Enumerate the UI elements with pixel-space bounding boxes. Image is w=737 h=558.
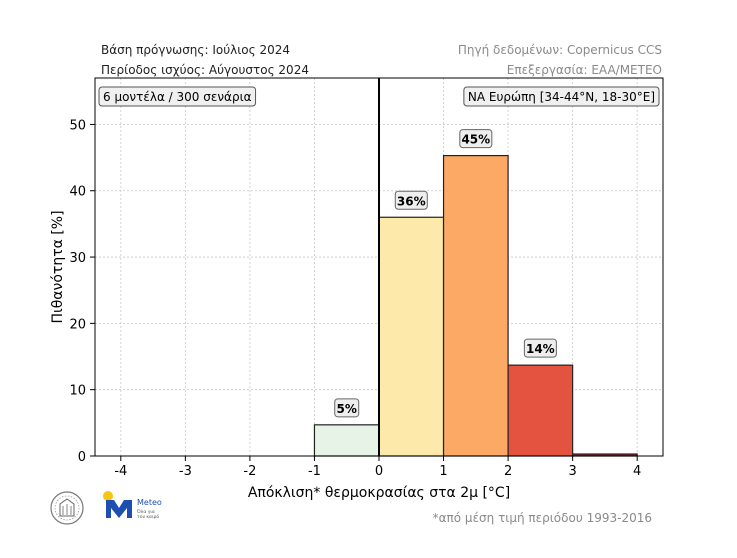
logos: Meteo Όλα για τον καιρό [50, 491, 162, 525]
models-annotation: 6 μοντέλα / 300 σενάρια [103, 90, 252, 104]
data-label-box [394, 190, 428, 210]
data-label-2: 45% [459, 129, 493, 149]
data-label-0: 5% [334, 398, 360, 418]
y-tick-label: 40 [69, 185, 86, 200]
validity-period-label: Περίοδος ισχύος: Αύγουστος 2024 [101, 63, 309, 77]
y-tick-label: 0 [78, 450, 86, 465]
region-annotation-box: ΝΑ Ευρώπη [34-44°N, 18-30°E] [463, 86, 660, 107]
x-tick-label: 1 [439, 464, 447, 479]
region-annotation: ΝΑ Ευρώπη [34-44°N, 18-30°E] [468, 90, 655, 104]
y-tick-label: 30 [69, 251, 86, 266]
meteo-tagline-1: Όλα για [136, 508, 155, 515]
data-source-label: Πηγή δεδομένων: Copernicus CCS [457, 43, 662, 57]
bar-2 [442, 154, 509, 457]
y-tick-label: 50 [69, 118, 86, 133]
models-annotation-box: 6 μοντέλα / 300 σενάρια [98, 86, 257, 107]
y-tick-label: 20 [69, 317, 86, 332]
forecast-base-label: Βάση πρόγνωσης: Ιούλιος 2024 [101, 43, 291, 57]
x-tick-label: -3 [179, 464, 192, 479]
x-tick-label: 3 [568, 464, 576, 479]
bar-3 [507, 364, 574, 457]
y-axis-label: Πιθανότητα [%] [50, 210, 66, 323]
x-tick-label: 2 [504, 464, 512, 479]
data-label-box [523, 338, 557, 358]
processing-label: Επεξεργασία: EAA/METEO [506, 63, 662, 77]
data-label-box [459, 129, 493, 149]
data-label-text: 45% [461, 133, 490, 147]
meteo-tagline-2: τον καιρό [137, 513, 159, 520]
data-label-text: 14% [526, 342, 555, 356]
bars [313, 154, 638, 457]
x-tick-label: -4 [114, 464, 127, 479]
data-label-box [334, 398, 360, 418]
x-tick-label: 4 [633, 464, 641, 479]
data-label-text: 5% [337, 402, 357, 416]
x-axis-label: Απόκλιση* θερμοκρασίας στα 2μ [°C] [248, 485, 510, 501]
bar-1 [378, 216, 445, 457]
data-label-text: 36% [397, 194, 426, 208]
x-tick-label: -2 [243, 464, 256, 479]
data-label-1: 36% [394, 190, 428, 210]
meteo-logo: Meteo Όλα για τον καιρό [103, 491, 162, 520]
y-tick-label: 10 [69, 384, 86, 399]
x-tick-label: 0 [375, 464, 383, 479]
footnote: *από μέση τιμή περιόδου 1993-2016 [432, 511, 652, 525]
x-tick-label: -1 [308, 464, 321, 479]
bar-0 [313, 424, 380, 457]
academy-seal-icon [50, 491, 84, 525]
meteo-name: Meteo [137, 498, 162, 507]
bar-labels: 5% 36% 45% 14% [334, 129, 557, 418]
data-label-3: 14% [523, 338, 557, 358]
